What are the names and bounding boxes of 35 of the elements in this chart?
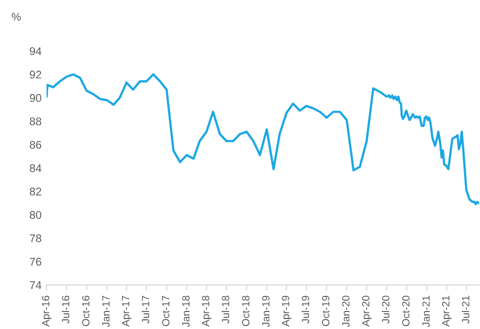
x-tick-label: Apr-21 bbox=[442, 296, 452, 327]
y-tick-label: 92 bbox=[30, 70, 42, 79]
x-tick-label: Jul-19 bbox=[302, 296, 310, 324]
x-tick-label: Jul-16 bbox=[62, 296, 70, 324]
x-tick-label: Jul-20 bbox=[382, 296, 390, 324]
x-tick-label: Apr-16 bbox=[42, 296, 52, 327]
x-tick-label: Oct-17 bbox=[162, 296, 170, 326]
y-tick-label: 94 bbox=[30, 47, 42, 56]
y-tick-label: 90 bbox=[30, 94, 42, 102]
y-tick-label: 82 bbox=[30, 188, 42, 196]
x-tick-label: Jan-20 bbox=[342, 296, 350, 328]
x-tick-label: Apr-20 bbox=[362, 296, 372, 327]
y-tick-label: 88 bbox=[30, 117, 42, 126]
x-tick-label: Apr-17 bbox=[122, 296, 132, 327]
x-tick-label: Jul-17 bbox=[142, 296, 150, 324]
y-tick-label: 80 bbox=[30, 211, 42, 219]
y-tick-label: 78 bbox=[30, 234, 42, 242]
y-axis-title: % bbox=[12, 12, 21, 21]
x-tick-label: Jul-21 bbox=[462, 296, 470, 324]
line-series bbox=[46, 73, 480, 206]
x-tick-label: Oct-19 bbox=[322, 296, 330, 326]
y-tick-label: 84 bbox=[30, 164, 42, 172]
y-tick-label: 74 bbox=[30, 281, 42, 289]
x-tick-label: Jan-19 bbox=[262, 296, 270, 328]
x-tick-label: Jul-18 bbox=[222, 296, 230, 324]
y-tick-label: 86 bbox=[30, 140, 42, 149]
x-tick-label: Oct-20 bbox=[402, 296, 410, 326]
y-tick-label: 76 bbox=[30, 258, 42, 266]
x-tick-label: Jan-17 bbox=[102, 296, 110, 328]
x-tick-label: Oct-18 bbox=[242, 296, 250, 326]
x-tick-label: Jan-21 bbox=[422, 296, 430, 328]
x-tick-label: Oct-16 bbox=[82, 296, 90, 326]
x-tick-label: Apr-19 bbox=[282, 296, 292, 327]
x-tick-label: Jan-18 bbox=[182, 296, 190, 328]
x-tick-label: Apr-18 bbox=[202, 296, 212, 327]
